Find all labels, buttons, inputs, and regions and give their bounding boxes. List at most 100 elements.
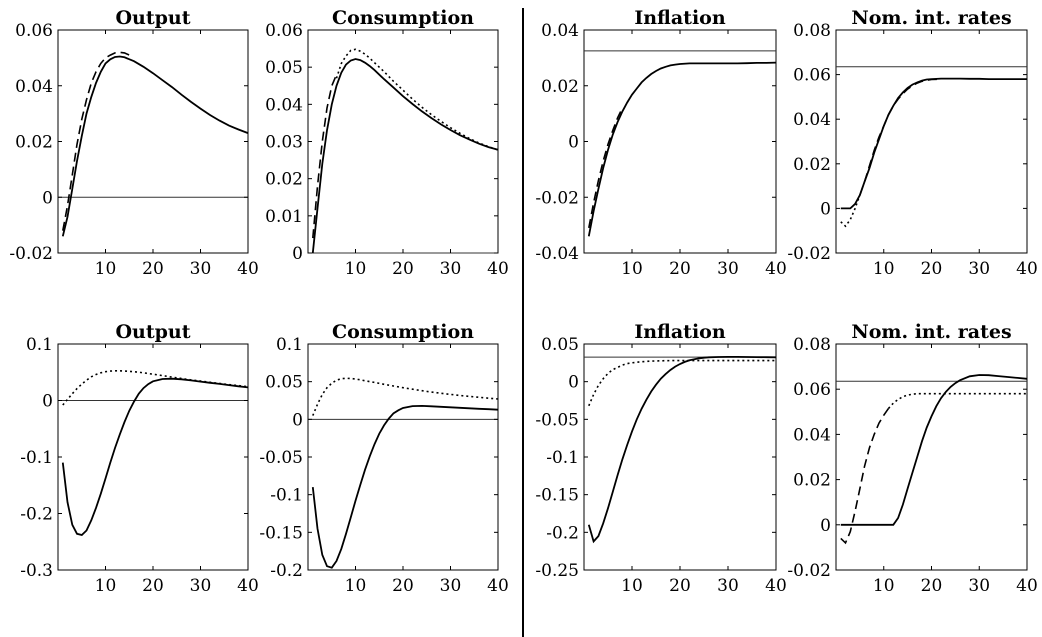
panel-right-nominal-rates: Nom. int. rates -0.02 0 0.02 0.04 0.06 0.08 10 2… (787, 321, 1037, 596)
x-tick-label: 40 (487, 259, 509, 279)
series-line-dotted (887, 392, 1027, 409)
x-tick-label: 10 (621, 576, 643, 596)
y-tick-label: 0.06 (793, 66, 831, 86)
x-tick-label: 30 (717, 259, 739, 279)
y-tick-label: 0.06 (15, 21, 53, 41)
x-tick-label: 30 (190, 576, 212, 596)
plot-frame (57, 29, 249, 254)
x-tick-label: 10 (873, 576, 895, 596)
x-tick-label: 20 (669, 576, 691, 596)
y-tick-label: 0.04 (265, 95, 303, 115)
y-tick-label: -0.1 (20, 448, 53, 468)
series-line-solid (61, 377, 249, 536)
series-line-dashed (588, 107, 624, 229)
series-line-solid (61, 55, 249, 237)
y-tick-label: 0.1 (26, 335, 53, 355)
y-tick-label: 0.06 (793, 380, 831, 400)
y-tick-label: 0.06 (265, 21, 303, 41)
x-tick-label: 10 (345, 259, 367, 279)
series-line-dashed (840, 407, 890, 545)
y-tick-label: 0.02 (793, 155, 831, 175)
series-line-dotted (62, 370, 249, 406)
panel-left-consumption: Consumption 0 0.01 0.02 0.03 0.04 0.05 0.06 10 20… (265, 7, 509, 279)
series-line-solid (587, 356, 777, 544)
x-tick-label: 40 (1016, 259, 1038, 279)
x-tick-label: 10 (873, 259, 895, 279)
panel-title: Output (115, 321, 190, 343)
y-tick-label: 0 (820, 199, 831, 219)
panel-left-output: Output -0.02 0 0.02 0.04 0.06 10 20 30 40 (9, 7, 258, 279)
y-tick-label: -0.05 (259, 448, 303, 468)
y-tick-label: -0.25 (535, 561, 579, 581)
x-tick-label: 10 (95, 259, 117, 279)
y-tick-label: 0 (568, 133, 579, 153)
series-line-dotted (335, 48, 499, 151)
panel-left-nominal-rates: Nom. int. rates -0.02 0 0.02 0.04 0.06 0.08 10 2… (787, 7, 1037, 279)
y-tick-label: 0.02 (15, 133, 53, 153)
x-tick-label: 10 (621, 259, 643, 279)
y-tick-label: 0 (42, 188, 53, 208)
x-tick-label: 40 (765, 576, 787, 596)
panel-title: Inflation (634, 321, 725, 343)
x-tick-label: 40 (487, 576, 509, 596)
x-tick-label: 20 (669, 259, 691, 279)
y-tick-label: -0.2 (270, 561, 303, 581)
y-tick-label: 0.02 (541, 77, 579, 97)
x-tick-label: 20 (392, 576, 414, 596)
series-line-solid (587, 61, 777, 237)
y-tick-label: 0.04 (15, 77, 53, 97)
panel-left-inflation: Inflation -0.04 -0.02 0 0.02 0.04 10 20 30 40 (535, 7, 786, 279)
panel-title: Nom. int. rates (851, 321, 1011, 343)
y-tick-label: -0.1 (546, 448, 579, 468)
y-tick-label: 0.02 (265, 170, 303, 190)
x-tick-label: 20 (392, 259, 414, 279)
y-tick-label: 0.04 (793, 110, 831, 130)
x-tick-label: 30 (968, 576, 990, 596)
series-line-dotted (312, 377, 499, 416)
panel-right-consumption: Consumption -0.2 -0.15 -0.1 -0.05 0 0.05 0.1 10 2… (259, 321, 508, 596)
y-tick-label: 0.05 (265, 373, 303, 393)
panel-title: Consumption (332, 321, 474, 343)
y-tick-label: 0.03 (265, 133, 303, 153)
x-tick-label: 20 (921, 576, 943, 596)
x-tick-label: 30 (190, 259, 212, 279)
y-tick-label: -0.02 (535, 188, 579, 208)
x-tick-label: 30 (968, 259, 990, 279)
panel-title: Inflation (634, 7, 725, 29)
y-tick-label: -0.15 (535, 486, 579, 506)
series-line-solid (311, 404, 499, 569)
x-tick-label: 20 (142, 576, 164, 596)
y-tick-label: -0.2 (546, 523, 579, 543)
y-tick-label: 0.01 (265, 207, 303, 227)
y-tick-label: 0.05 (265, 58, 303, 78)
y-tick-label: 0 (568, 373, 579, 393)
y-tick-label: -0.2 (20, 505, 53, 525)
plot-frame (835, 29, 1028, 254)
x-tick-label: 40 (1016, 576, 1038, 596)
y-tick-label: -0.04 (535, 244, 579, 264)
panel-right-output: Output -0.3 -0.2 -0.1 0 0.1 10 20 30 40 (20, 321, 259, 596)
y-tick-label: -0.02 (787, 244, 831, 264)
x-tick-label: 40 (765, 259, 787, 279)
x-tick-label: 40 (237, 259, 259, 279)
y-tick-label: -0.02 (9, 244, 53, 264)
y-tick-label: -0.05 (535, 410, 579, 430)
panel-title: Output (115, 7, 190, 29)
x-tick-label: 20 (142, 259, 164, 279)
x-tick-label: 30 (440, 576, 462, 596)
y-tick-label: 0.04 (541, 21, 579, 41)
y-tick-label: 0.02 (793, 471, 831, 491)
y-tick-label: -0.1 (270, 486, 303, 506)
panel-title: Consumption (332, 7, 474, 29)
y-tick-label: 0.05 (541, 335, 579, 355)
x-tick-label: 30 (440, 259, 462, 279)
chart-panels: Output -0.02 0 0.02 0.04 0.06 10 20 30 40 Consumpt… (9, 7, 1037, 596)
series-line-solid (840, 374, 1028, 526)
plot-frame (57, 343, 249, 571)
series-line-dotted (588, 359, 776, 407)
panel-right-inflation: Inflation -0.25 -0.2 -0.15 -0.1 -0.05 0 0.05 10 2… (535, 321, 786, 596)
y-tick-label: 0 (820, 516, 831, 536)
y-tick-label: -0.02 (787, 561, 831, 581)
plot-frame (307, 29, 499, 254)
